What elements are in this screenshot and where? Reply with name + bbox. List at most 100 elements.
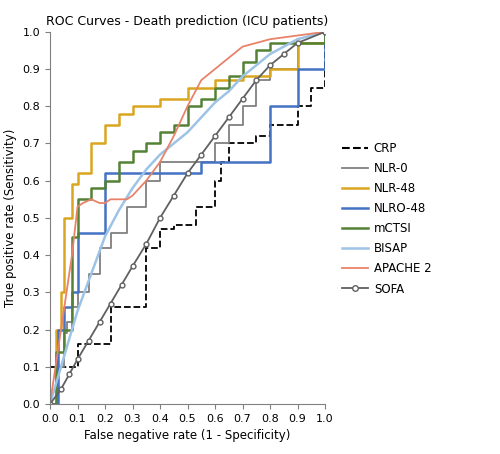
- CRP: [157, 227, 163, 232]
- NLR-0: [124, 204, 130, 209]
- BISAP: [157, 152, 163, 158]
- Line: CRP: CRP: [50, 32, 325, 367]
- BISAP: [143, 167, 149, 172]
- CRP: [226, 141, 232, 146]
- Title: ROC Curves - Death prediction (ICU patients): ROC Curves - Death prediction (ICU patie…: [46, 15, 328, 28]
- NLR-48: [212, 78, 218, 83]
- NLR-0: [240, 104, 246, 109]
- mCTSI: [47, 401, 53, 407]
- BISAP: [52, 383, 59, 388]
- SOFA: [267, 63, 273, 68]
- CRP: [198, 204, 204, 209]
- BISAP: [102, 234, 108, 239]
- mCTSI: [267, 40, 273, 46]
- SOFA: [118, 282, 124, 288]
- CRP: [143, 245, 149, 251]
- SOFA: [294, 40, 300, 46]
- APACHE 2: [130, 193, 136, 198]
- CRP: [130, 305, 136, 310]
- NLR-0: [198, 159, 204, 165]
- X-axis label: False negative rate (1 - Specificity): False negative rate (1 - Specificity): [84, 429, 290, 442]
- BISAP: [64, 345, 70, 351]
- NLR-0: [55, 364, 62, 370]
- APACHE 2: [80, 200, 86, 206]
- APACHE 2: [226, 55, 232, 60]
- SOFA: [171, 193, 177, 198]
- NLR-0: [47, 401, 53, 407]
- mCTSI: [240, 59, 246, 64]
- APACHE 2: [96, 200, 102, 206]
- NLR-48: [226, 78, 232, 83]
- SOFA: [281, 51, 287, 57]
- APACHE 2: [47, 401, 53, 407]
- APACHE 2: [88, 197, 94, 202]
- NLR-48: [184, 85, 190, 90]
- NLRO-48: [294, 66, 300, 72]
- SOFA: [86, 338, 91, 344]
- NLR-48: [322, 29, 328, 35]
- SOFA: [240, 96, 246, 102]
- mCTSI: [212, 85, 218, 90]
- NLR-48: [69, 182, 75, 187]
- mCTSI: [61, 327, 67, 332]
- SOFA: [108, 301, 114, 306]
- APACHE 2: [157, 159, 163, 165]
- APACHE 2: [143, 178, 149, 183]
- BISAP: [74, 308, 80, 314]
- NLRO-48: [102, 171, 108, 176]
- NLR-0: [212, 141, 218, 146]
- NLRO-48: [130, 171, 136, 176]
- APACHE 2: [116, 197, 122, 202]
- NLRO-48: [267, 104, 273, 109]
- NLRO-48: [240, 159, 246, 165]
- NLRO-48: [55, 327, 62, 332]
- SOFA: [66, 371, 72, 377]
- BISAP: [88, 271, 94, 276]
- APACHE 2: [184, 104, 190, 109]
- SOFA: [47, 401, 53, 407]
- NLR-48: [267, 66, 273, 72]
- mCTSI: [322, 29, 328, 35]
- SOFA: [212, 133, 218, 139]
- SOFA: [226, 115, 232, 120]
- CRP: [218, 159, 224, 165]
- NLR-0: [157, 159, 163, 165]
- CRP: [171, 222, 177, 228]
- BISAP: [47, 401, 53, 407]
- APACHE 2: [322, 29, 328, 35]
- BISAP: [240, 74, 246, 79]
- Line: NLR-0: NLR-0: [50, 32, 325, 404]
- BISAP: [281, 44, 287, 49]
- NLR-0: [108, 230, 114, 236]
- NLR-48: [74, 171, 80, 176]
- NLR-0: [226, 122, 232, 128]
- BISAP: [171, 141, 177, 146]
- NLR-48: [116, 111, 122, 116]
- NLRO-48: [61, 305, 67, 310]
- NLRO-48: [212, 159, 218, 165]
- CRP: [240, 141, 246, 146]
- mCTSI: [88, 185, 94, 191]
- SOFA: [74, 357, 80, 362]
- SOFA: [322, 29, 328, 35]
- NLR-48: [130, 104, 136, 109]
- NLRO-48: [74, 230, 80, 236]
- APACHE 2: [212, 66, 218, 72]
- CRP: [322, 29, 328, 35]
- APACHE 2: [124, 197, 130, 202]
- CRP: [281, 122, 287, 128]
- mCTSI: [157, 129, 163, 135]
- BISAP: [294, 36, 300, 42]
- BISAP: [253, 63, 259, 68]
- BISAP: [308, 33, 314, 38]
- NLR-0: [86, 271, 91, 276]
- NLR-48: [61, 215, 67, 221]
- NLR-0: [322, 29, 328, 35]
- NLR-0: [64, 320, 70, 325]
- BISAP: [116, 208, 122, 213]
- SOFA: [130, 264, 136, 269]
- NLR-48: [157, 96, 163, 102]
- NLRO-48: [47, 401, 53, 407]
- SOFA: [96, 320, 102, 325]
- NLRO-48: [157, 171, 163, 176]
